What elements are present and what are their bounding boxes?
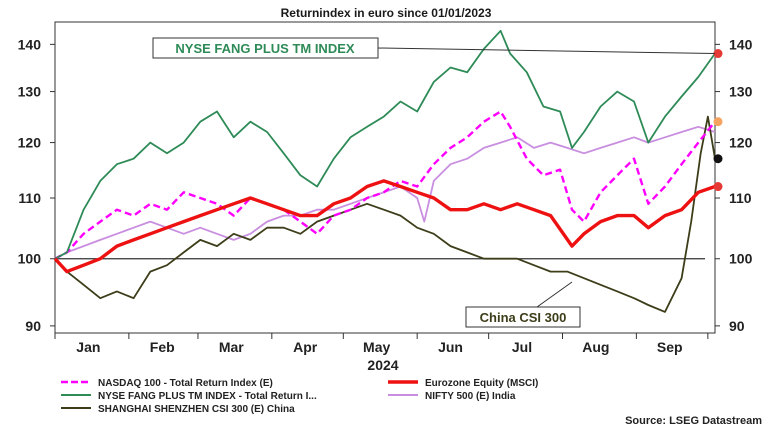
x-tick-label: Jun xyxy=(438,339,463,355)
series-line xyxy=(54,110,716,260)
x-tick-label: Jan xyxy=(76,339,100,355)
x-tick-label: May xyxy=(363,339,390,355)
legend-label: Eurozone Equity (MSCI) xyxy=(425,378,538,389)
y-tick-label-left: 120 xyxy=(18,135,42,151)
callout-box xyxy=(465,306,581,328)
chart-title: Returnindex in euro since 01/01/2023 xyxy=(281,6,492,20)
y-tick-label-left: 90 xyxy=(25,318,41,334)
series-line xyxy=(53,179,716,274)
x-tick-label: Apr xyxy=(293,339,318,355)
series-end-marker xyxy=(713,154,723,164)
callout-label: NYSE FANG PLUS TM INDEX xyxy=(175,41,354,56)
callout-label: China CSI 300 xyxy=(480,310,567,325)
series-line xyxy=(54,29,716,260)
legend-label: SHANGHAI SHENZHEN CSI 300 (E) China xyxy=(98,404,295,415)
series-end-marker xyxy=(713,49,723,59)
y-tick-label-left: 140 xyxy=(18,36,42,52)
legend-label: NYSE FANG PLUS TM INDEX - Total Return I… xyxy=(98,391,317,402)
plot-frame xyxy=(54,21,716,334)
legend-label: NIFTY 500 (E) India xyxy=(425,391,516,402)
x-tick-label: Feb xyxy=(150,339,175,355)
y-tick-label-right: 100 xyxy=(729,251,753,267)
y-tick-label-right: 140 xyxy=(729,36,753,52)
x-tick-label: Jul xyxy=(512,339,532,355)
x-tick-label: Aug xyxy=(582,339,609,355)
series-line xyxy=(54,115,716,313)
x-tick-label: Sep xyxy=(657,339,683,355)
y-tick-label-right: 130 xyxy=(729,84,753,100)
x-axis-year-label: 2024 xyxy=(367,357,398,373)
y-tick-label-left: 130 xyxy=(18,84,42,100)
y-tick-label-right: 120 xyxy=(729,135,753,151)
callout-box xyxy=(152,37,379,59)
series-line xyxy=(54,125,716,260)
y-tick-label-left: 100 xyxy=(18,251,42,267)
series-end-marker xyxy=(713,182,723,192)
y-tick-label-left: 110 xyxy=(18,190,41,206)
y-tick-label-right: 90 xyxy=(729,318,745,334)
callout-line xyxy=(377,47,716,55)
y-tick-label-right: 110 xyxy=(729,190,752,206)
series-end-marker xyxy=(713,117,723,127)
legend-label: NASDAQ 100 - Total Return Index (E) xyxy=(98,378,273,389)
x-tick-label: Mar xyxy=(219,339,244,355)
source-note: Source: LSEG Datastream xyxy=(625,415,762,427)
